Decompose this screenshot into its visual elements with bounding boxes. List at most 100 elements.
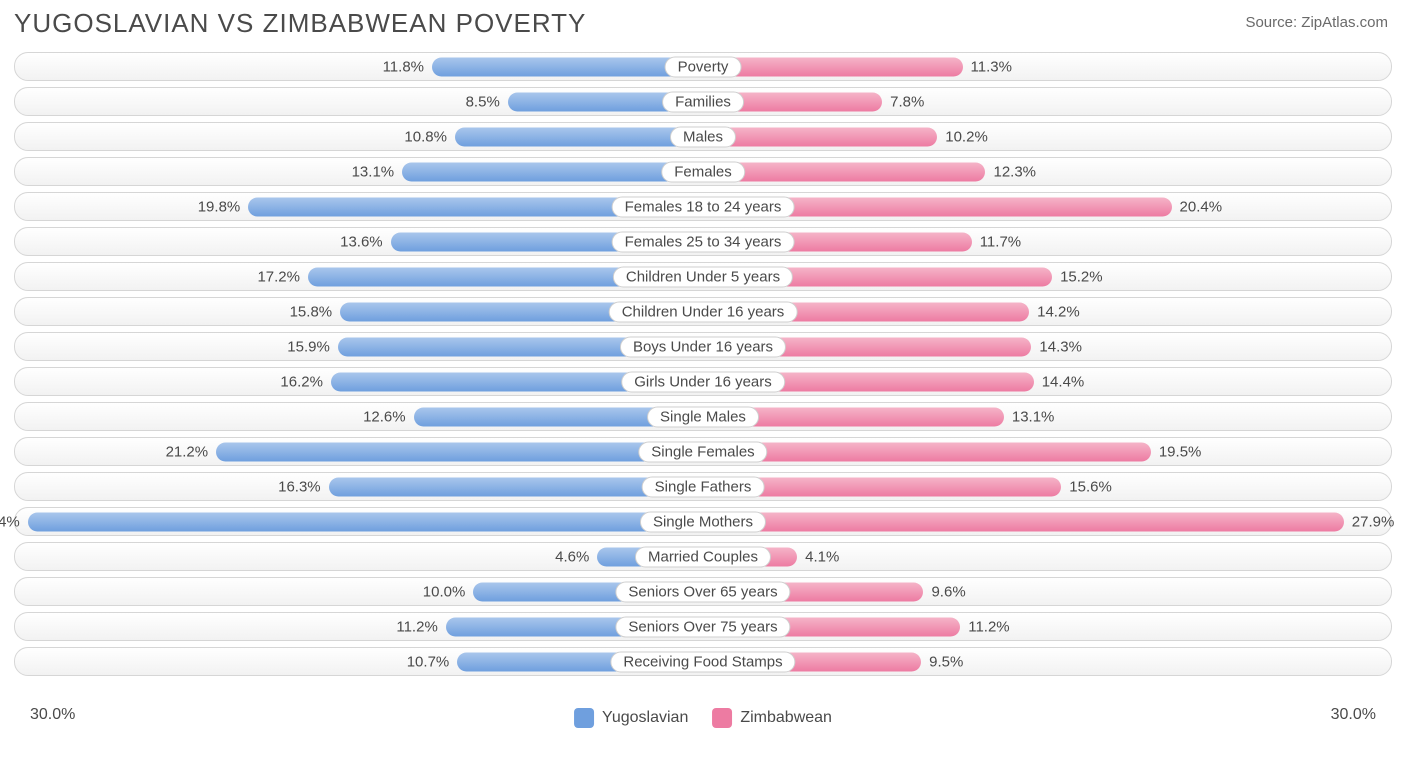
row-right-half: 14.3% — [703, 332, 1392, 361]
row-left-half: 10.7% — [14, 647, 703, 676]
value-right: 15.2% — [1060, 268, 1103, 285]
chart-row: 4.6%4.1%Married Couples — [14, 542, 1392, 571]
row-right-half: 7.8% — [703, 87, 1392, 116]
value-left: 12.6% — [363, 408, 406, 425]
value-right: 11.7% — [980, 233, 1021, 250]
legend: Yugoslavian Zimbabwean — [574, 708, 832, 728]
row-left-half: 19.8% — [14, 192, 703, 221]
row-left-half: 11.8% — [14, 52, 703, 81]
value-right: 9.5% — [929, 653, 963, 670]
value-left: 13.6% — [340, 233, 383, 250]
chart-row: 13.6% 11.7% Females 25 to 34 years — [14, 227, 1392, 256]
row-left-half: 11.2% — [14, 612, 703, 641]
value-right: 12.3% — [993, 163, 1036, 180]
chart-row: 15.8% 14.2% Children Under 16 years — [14, 297, 1392, 326]
row-left-half: 15.9% — [14, 332, 703, 361]
bar-left — [216, 442, 703, 461]
row-right-half: 13.1% — [703, 402, 1392, 431]
value-right: 13.1% — [1012, 408, 1055, 425]
row-label: Children Under 16 years — [609, 301, 798, 322]
row-left-half: 29.4% — [14, 507, 703, 536]
value-right: 10.2% — [945, 128, 988, 145]
chart-row: 17.2% 15.2% Children Under 5 years — [14, 262, 1392, 291]
bar-right — [703, 127, 937, 146]
value-right: 4.1% — [805, 548, 839, 565]
row-right-half: 19.5% — [703, 437, 1392, 466]
value-left: 11.2% — [396, 618, 437, 635]
source-attribution: Source: ZipAtlas.com — [1245, 14, 1388, 31]
row-label: Males — [670, 126, 736, 147]
value-right: 14.4% — [1042, 373, 1085, 390]
row-label: Seniors Over 75 years — [615, 616, 790, 637]
value-right: 11.3% — [971, 58, 1012, 75]
value-left: 29.4% — [0, 513, 20, 530]
row-right-half: 9.5% — [703, 647, 1392, 676]
chart-row: 13.1% 12.3% Females — [14, 157, 1392, 186]
row-right-half: 10.2% — [703, 122, 1392, 151]
bar-right — [703, 162, 985, 181]
value-left: 16.3% — [278, 478, 321, 495]
row-left-half: 10.0% — [14, 577, 703, 606]
value-left: 13.1% — [352, 163, 395, 180]
row-left-half: 21.2% — [14, 437, 703, 466]
value-left: 15.9% — [287, 338, 330, 355]
chart-row: 12.6% 13.1% Single Males — [14, 402, 1392, 431]
x-axis-left-max: 30.0% — [30, 706, 75, 724]
value-left: 17.2% — [257, 268, 300, 285]
row-right-half: 9.6% — [703, 577, 1392, 606]
row-left-half: 8.5% — [14, 87, 703, 116]
row-right-half: 14.2% — [703, 297, 1392, 326]
legend-swatch-right — [712, 708, 732, 728]
value-left: 10.7% — [407, 653, 450, 670]
row-label: Children Under 5 years — [613, 266, 793, 287]
value-left: 11.8% — [383, 58, 424, 75]
chart-row: 10.7%9.5%Receiving Food Stamps — [14, 647, 1392, 676]
row-label: Females 18 to 24 years — [612, 196, 795, 217]
bar-right — [703, 442, 1151, 461]
row-left-half: 16.3% — [14, 472, 703, 501]
row-label: Poverty — [665, 56, 742, 77]
row-label: Boys Under 16 years — [620, 336, 786, 357]
value-left: 10.0% — [423, 583, 466, 600]
row-right-half: 4.1% — [703, 542, 1392, 571]
row-left-half: 13.6% — [14, 227, 703, 256]
legend-label-left: Yugoslavian — [602, 709, 688, 727]
chart-row: 21.2% 19.5% Single Females — [14, 437, 1392, 466]
bar-left — [402, 162, 703, 181]
row-right-half: 14.4% — [703, 367, 1392, 396]
row-left-half: 10.8% — [14, 122, 703, 151]
chart-row: 11.2%11.2%Seniors Over 75 years — [14, 612, 1392, 641]
row-label: Females 25 to 34 years — [612, 231, 795, 252]
row-right-half: 12.3% — [703, 157, 1392, 186]
row-left-half: 13.1% — [14, 157, 703, 186]
row-label: Single Females — [638, 441, 767, 462]
value-right: 9.6% — [931, 583, 965, 600]
value-right: 19.5% — [1159, 443, 1202, 460]
row-label: Single Mothers — [640, 511, 766, 532]
chart-row: 29.4% 27.9% Single Mothers — [14, 507, 1392, 536]
chart-row: 16.2%14.4%Girls Under 16 years — [14, 367, 1392, 396]
chart-title: YUGOSLAVIAN VS ZIMBABWEAN POVERTY — [14, 8, 586, 39]
value-left: 19.8% — [198, 198, 241, 215]
chart-row: 11.8% 11.3% Poverty — [14, 52, 1392, 81]
row-label: Girls Under 16 years — [621, 371, 785, 392]
value-left: 8.5% — [466, 93, 500, 110]
legend-item-right: Zimbabwean — [712, 708, 832, 728]
row-label: Seniors Over 65 years — [615, 581, 790, 602]
row-label: Females — [661, 161, 745, 182]
value-left: 15.8% — [290, 303, 333, 320]
value-right: 14.3% — [1039, 338, 1082, 355]
chart-row: 16.3%15.6%Single Fathers — [14, 472, 1392, 501]
chart-row: 10.0% 9.6% Seniors Over 65 years — [14, 577, 1392, 606]
value-left: 10.8% — [404, 128, 447, 145]
value-right: 14.2% — [1037, 303, 1080, 320]
row-label: Families — [662, 91, 744, 112]
row-right-half: 11.7% — [703, 227, 1392, 256]
row-right-half: 15.6% — [703, 472, 1392, 501]
x-axis-right-max: 30.0% — [1331, 706, 1376, 724]
chart-row: 15.9% 14.3% Boys Under 16 years — [14, 332, 1392, 361]
legend-label-right: Zimbabwean — [740, 709, 832, 727]
row-label: Single Males — [647, 406, 759, 427]
value-right: 27.9% — [1352, 513, 1395, 530]
bar-left — [455, 127, 703, 146]
